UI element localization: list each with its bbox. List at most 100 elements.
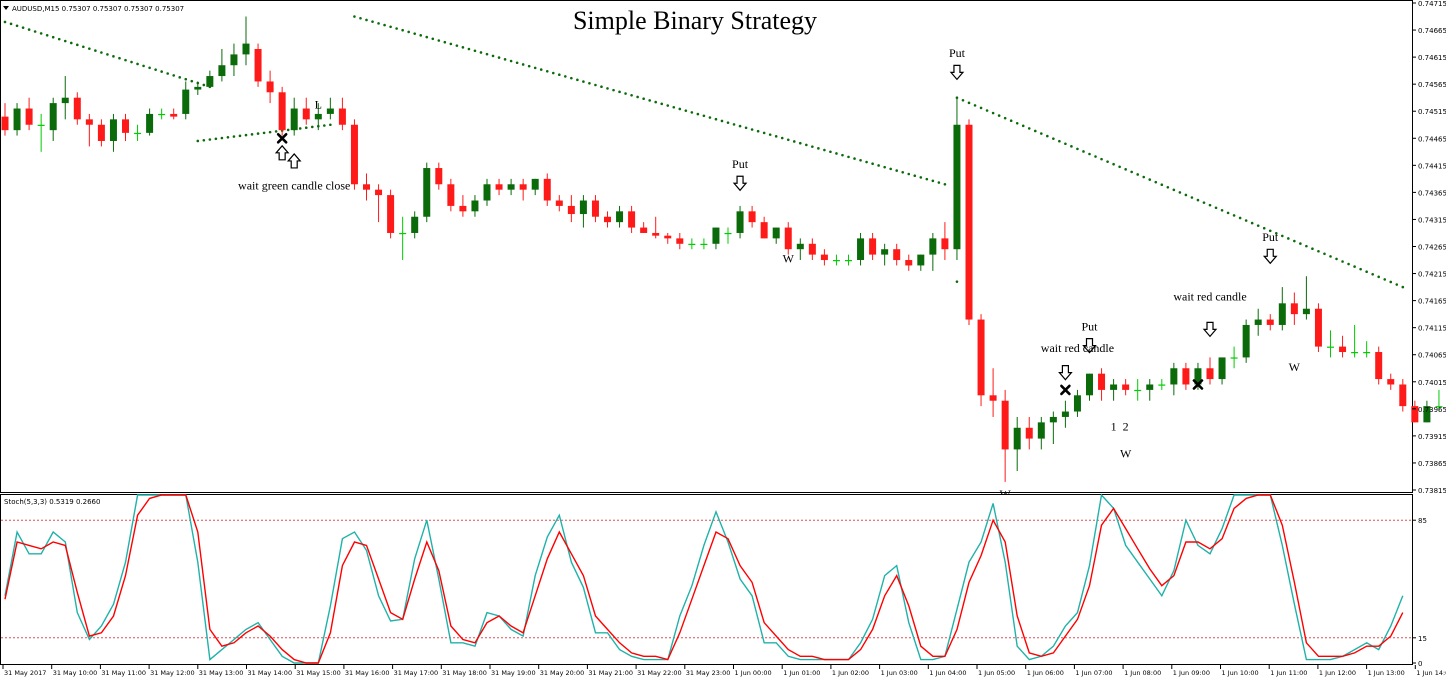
candle-body bbox=[242, 43, 250, 55]
candle-body bbox=[555, 200, 563, 206]
psar-dot bbox=[1377, 275, 1380, 279]
psar-dot bbox=[762, 131, 766, 135]
psar-dot bbox=[684, 109, 688, 112]
symbol-info-label: AUDUSD,M15 0.75307 0.75307 0.75307 0.753… bbox=[12, 5, 184, 13]
price-tick-label: 0.74365 bbox=[1418, 189, 1446, 197]
psar-dot bbox=[202, 138, 206, 142]
candle-body bbox=[1025, 427, 1033, 439]
psar-dot bbox=[780, 136, 784, 140]
psar-dot bbox=[913, 174, 917, 178]
psar-dot bbox=[666, 104, 670, 107]
candle-body bbox=[1061, 411, 1069, 417]
psar-dot bbox=[551, 71, 555, 75]
psar-dot bbox=[961, 98, 965, 102]
price-tick-label: 0.74065 bbox=[1418, 352, 1446, 360]
stochastic-indicator-label: Stoch(5,3,3) 0.5319 0.2660 bbox=[4, 498, 100, 506]
psar-dot bbox=[1148, 178, 1152, 181]
psar-dot bbox=[94, 49, 97, 52]
time-tick-label: 31 May 13:00 bbox=[199, 669, 244, 677]
time-tick-label: 1 Jun 00:00 bbox=[735, 669, 772, 677]
psar-dot bbox=[136, 62, 139, 66]
psar-dot bbox=[190, 79, 194, 83]
candle-body bbox=[567, 205, 575, 215]
psar-dot bbox=[57, 37, 61, 41]
candle-body bbox=[929, 238, 937, 255]
psar-dot bbox=[744, 126, 748, 130]
psar-dot bbox=[268, 130, 272, 134]
psar-dot bbox=[33, 30, 37, 33]
main-price-pane: Put Put Put Put wait red candle wait red cand… bbox=[0, 0, 1446, 501]
arrow-up-icon bbox=[286, 153, 302, 169]
psar-dot bbox=[250, 133, 254, 136]
psar-dot bbox=[570, 76, 573, 80]
candle-body bbox=[1423, 406, 1431, 423]
psar-dot bbox=[232, 135, 236, 138]
psar-dot bbox=[696, 112, 700, 116]
candle-body bbox=[820, 254, 828, 261]
psar-dot bbox=[1401, 285, 1405, 289]
candle-body bbox=[616, 211, 624, 223]
psar-dot bbox=[485, 52, 489, 56]
psar-dot bbox=[1076, 147, 1079, 151]
psar-dot bbox=[545, 70, 549, 73]
psar-dot bbox=[594, 83, 597, 87]
psar-dot bbox=[967, 101, 971, 105]
psar-dot bbox=[1178, 191, 1182, 194]
price-tick-label: 0.73965 bbox=[1418, 406, 1446, 414]
annotation-label: Put bbox=[1081, 319, 1098, 333]
candle-body bbox=[85, 119, 93, 125]
psar-dot bbox=[220, 136, 224, 140]
psar-dot bbox=[1359, 267, 1362, 271]
stochastic-pane: 85 15 0 Stoch(5,3,3) 0.5319 0.2660 bbox=[0, 493, 1427, 668]
stochastic-axis: 85 15 0 bbox=[1412, 517, 1427, 668]
psar-dot bbox=[262, 131, 266, 135]
psar-dot bbox=[329, 123, 332, 127]
arrow-down-icon bbox=[1202, 321, 1218, 338]
candle-body bbox=[1134, 389, 1142, 392]
psar-dot bbox=[708, 116, 712, 119]
psar-dot bbox=[76, 43, 79, 47]
stoch-tick-label: 85 bbox=[1418, 517, 1427, 525]
psar-dot bbox=[883, 165, 886, 169]
psar-dot bbox=[455, 44, 459, 47]
psar-dot bbox=[1365, 270, 1368, 274]
psar-dot bbox=[1154, 180, 1158, 184]
psar-dot bbox=[805, 143, 808, 147]
psar-dot bbox=[1172, 188, 1176, 192]
psar-dot bbox=[1100, 157, 1103, 161]
time-tick-label: 1 Jun 06:00 bbox=[1027, 669, 1064, 677]
psar-dot bbox=[473, 49, 477, 53]
chart-menu-triangle-icon[interactable] bbox=[3, 6, 9, 10]
psar-dot bbox=[515, 61, 519, 65]
time-tick-label: 1 Jun 07:00 bbox=[1075, 669, 1112, 677]
psar-dot bbox=[88, 47, 91, 50]
psar-dot bbox=[431, 37, 435, 41]
psar-dot bbox=[389, 25, 392, 29]
candle-body bbox=[519, 184, 527, 190]
candle-body bbox=[182, 89, 190, 114]
time-tick-label: 1 Jun 04:00 bbox=[929, 669, 966, 677]
candle-body bbox=[471, 200, 479, 212]
time-tick-label: 31 May 23:00 bbox=[686, 669, 731, 677]
candle-body bbox=[1375, 352, 1383, 380]
candle-body bbox=[1182, 368, 1190, 385]
psar-dot bbox=[829, 150, 832, 154]
psar-dot bbox=[750, 128, 754, 131]
psar-dot bbox=[1220, 209, 1224, 212]
time-tick-label: 31 May 11:00 bbox=[101, 669, 146, 677]
psar-dot bbox=[479, 51, 483, 54]
psar-dot bbox=[449, 42, 453, 46]
psar-dot bbox=[112, 55, 115, 58]
psar-dot bbox=[606, 87, 609, 90]
psar-dot bbox=[937, 181, 941, 184]
psar-dot bbox=[521, 63, 525, 66]
psar-dot bbox=[1214, 206, 1218, 210]
candle-body bbox=[1206, 368, 1214, 380]
psar-dot bbox=[1070, 145, 1073, 148]
psar-dot bbox=[901, 170, 905, 174]
time-tick-label: 1 Jun 08:00 bbox=[1124, 669, 1161, 677]
psar-dot bbox=[792, 140, 796, 143]
candle-body bbox=[254, 48, 262, 82]
psar-dot bbox=[799, 141, 802, 145]
time-tick-label: 31 May 22:00 bbox=[637, 669, 682, 677]
